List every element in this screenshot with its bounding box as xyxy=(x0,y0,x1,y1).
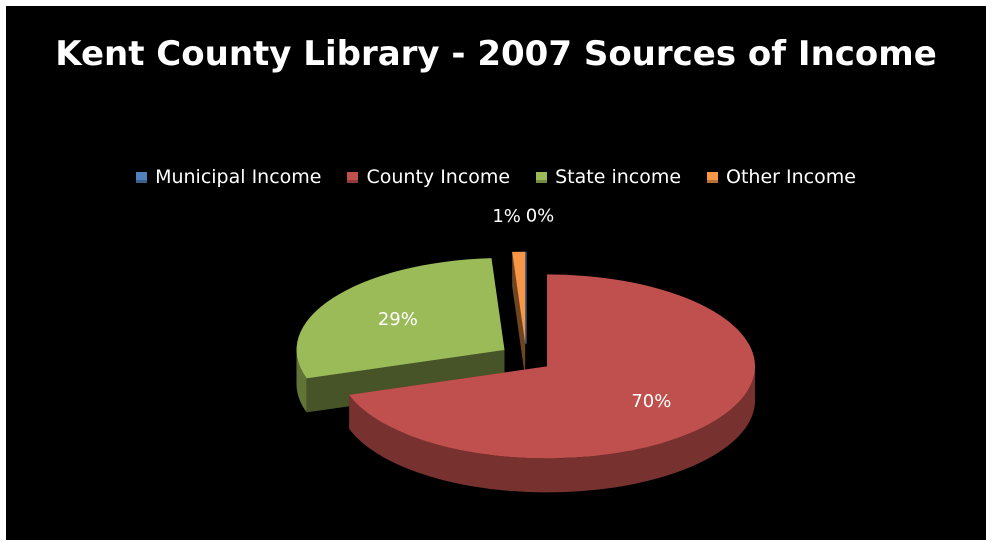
data-label-municipal: 0% xyxy=(526,206,555,227)
legend-swatch-state xyxy=(536,171,548,183)
legend-item-municipal: Municipal Income xyxy=(136,166,321,188)
chart-title: Kent County Library - 2007 Sources of In… xyxy=(55,34,937,74)
data-label-state: 29% xyxy=(378,309,418,330)
pie-slice-other xyxy=(512,251,526,378)
legend-item-state: State income xyxy=(536,166,681,188)
legend-item-other: Other Income xyxy=(707,166,856,188)
chart-area: Kent County Library - 2007 Sources of In… xyxy=(6,6,986,540)
legend-label-state: State income xyxy=(555,166,682,188)
legend-swatch-municipal xyxy=(136,171,148,183)
legend: Municipal Income County Income State inc… xyxy=(6,164,986,190)
pie-chart: 0% 70% 29% 1% xyxy=(296,206,756,493)
legend-label-other: Other Income xyxy=(726,166,856,188)
data-label-other: 1% xyxy=(492,206,521,227)
data-label-county: 70% xyxy=(631,391,671,412)
legend-swatch-county xyxy=(347,171,359,183)
pie-slice-county xyxy=(349,274,756,493)
legend-swatch-other xyxy=(707,171,719,183)
legend-item-county: County Income xyxy=(347,166,510,188)
legend-label-municipal: Municipal Income xyxy=(155,166,322,188)
legend-label-county: County Income xyxy=(366,166,511,188)
